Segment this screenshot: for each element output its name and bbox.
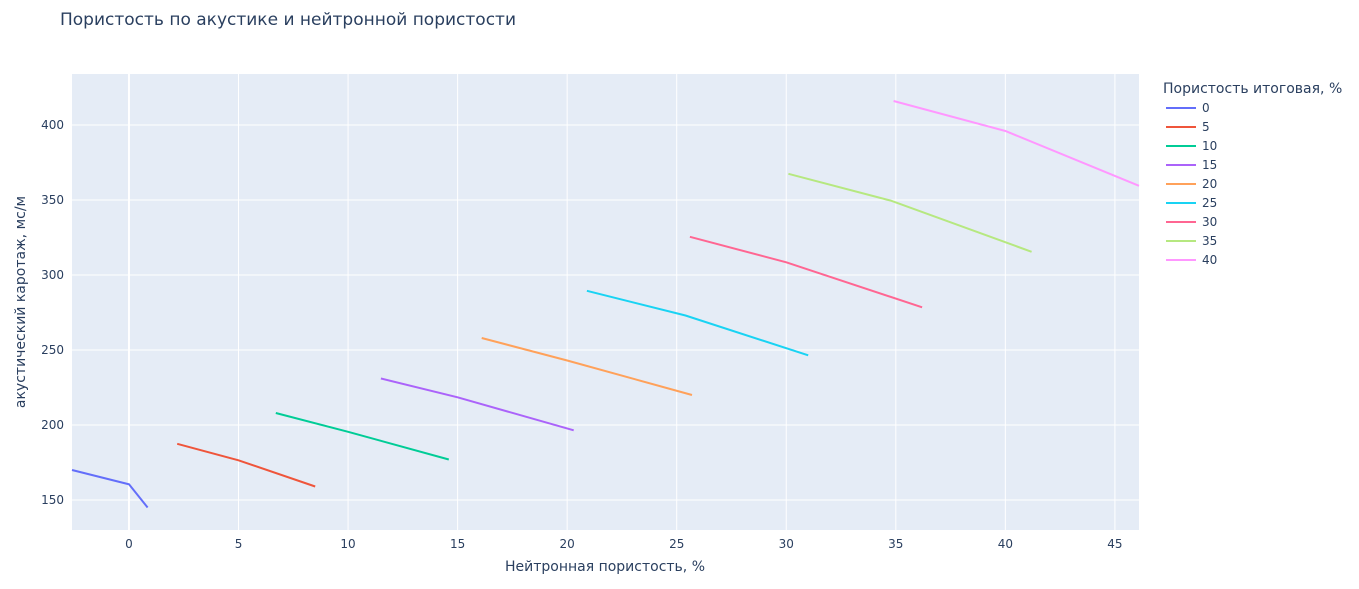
x-tick-label: 10 [340, 537, 355, 551]
x-tick-label: 25 [669, 537, 684, 551]
legend-item-40[interactable]: 40 [1166, 253, 1217, 267]
legend-label: 25 [1202, 196, 1217, 210]
x-tick-label: 45 [1107, 537, 1122, 551]
series-line-35[interactable] [788, 172, 1032, 253]
series-line-5[interactable] [176, 442, 316, 488]
y-axis-title: акустический каротаж, мс/м [13, 196, 29, 408]
legend-label: 0 [1202, 101, 1210, 115]
y-tick-label: 150 [41, 493, 64, 507]
series-line-30[interactable] [689, 235, 923, 309]
legend-item-20[interactable]: 20 [1166, 177, 1217, 191]
y-tick-label: 200 [41, 418, 64, 432]
y-tick-label: 350 [41, 193, 64, 207]
legend-item-0[interactable]: 0 [1166, 101, 1210, 115]
y-tick-label: 300 [41, 268, 64, 282]
x-tick-label: 20 [560, 537, 575, 551]
x-tick-label: 35 [888, 537, 903, 551]
y-tick-labels: 150 200 250 300 350 400 [41, 118, 64, 507]
x-tick-label: 40 [998, 537, 1013, 551]
legend-item-35[interactable]: 35 [1166, 234, 1217, 248]
series-line-25[interactable] [586, 289, 809, 357]
legend-label: 5 [1202, 120, 1210, 134]
x-tick-label: 15 [450, 537, 465, 551]
legend-label: 15 [1202, 158, 1217, 172]
series-line-10[interactable] [275, 412, 450, 461]
series-layer [71, 100, 1140, 509]
legend-item-30[interactable]: 30 [1166, 215, 1217, 229]
x-tick-label: 30 [779, 537, 794, 551]
series-line-40[interactable] [893, 100, 1140, 187]
chart-title: Пористость по акустике и нейтронной пори… [60, 10, 516, 30]
legend-item-15[interactable]: 15 [1166, 158, 1217, 172]
x-tick-label: 5 [235, 537, 243, 551]
x-tick-label: 0 [125, 537, 133, 551]
plot-area[interactable] [72, 74, 1139, 530]
x-tick-labels: 0 5 10 15 20 25 30 35 40 45 [125, 537, 1122, 551]
series-line-20[interactable] [481, 337, 693, 396]
legend: Пористость итоговая, % 0 5 10 15 20 25 30 35 40 [1163, 81, 1342, 267]
legend-item-10[interactable]: 10 [1166, 139, 1217, 153]
legend-title: Пористость итоговая, % [1163, 81, 1342, 97]
legend-item-5[interactable]: 5 [1166, 120, 1210, 134]
legend-item-25[interactable]: 25 [1166, 196, 1217, 210]
y-tick-label: 250 [41, 343, 64, 357]
y-tick-label: 400 [41, 118, 64, 132]
series-line-0[interactable] [71, 469, 149, 509]
legend-label: 35 [1202, 234, 1217, 248]
series-line-15[interactable] [380, 377, 574, 432]
legend-label: 20 [1202, 177, 1217, 191]
legend-label: 40 [1202, 253, 1217, 267]
grid [72, 74, 1139, 530]
legend-label: 10 [1202, 139, 1217, 153]
legend-label: 30 [1202, 215, 1217, 229]
x-axis-title: Нейтронная пористость, % [505, 559, 705, 575]
